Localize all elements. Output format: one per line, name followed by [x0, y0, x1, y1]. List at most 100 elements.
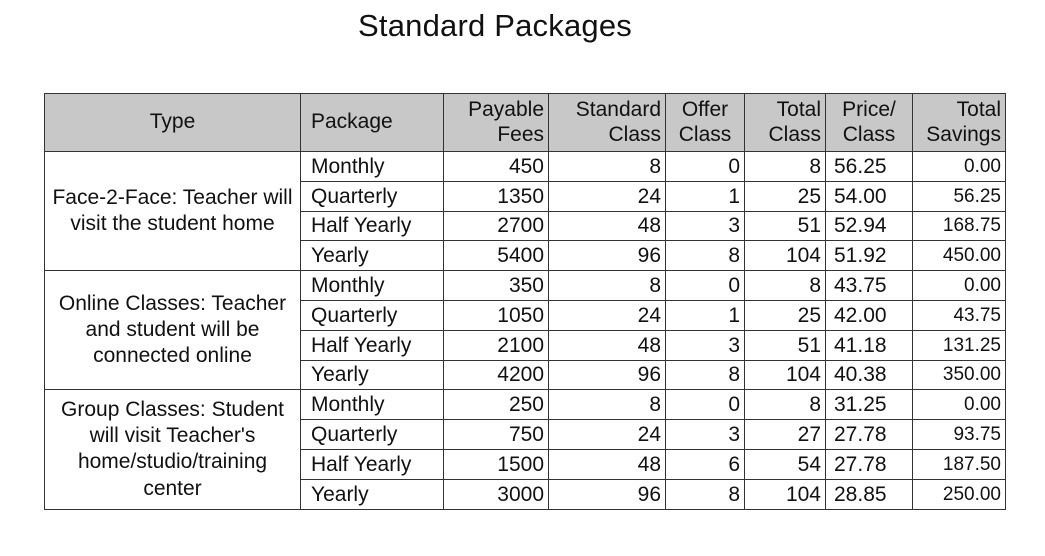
total-savings-cell: 450.00 — [912, 240, 1006, 272]
total-savings-cell: 168.75 — [912, 210, 1006, 242]
payable-fees-cell: 450 — [443, 151, 549, 182]
header-payable-fees: Payable Fees — [443, 93, 549, 152]
standard-class-cell: 96 — [548, 240, 666, 272]
package-cell: Yearly — [300, 478, 444, 510]
total-savings-cell: 56.25 — [912, 180, 1006, 212]
type-cell: Online Classes: Teacher and student will… — [44, 270, 301, 391]
offer-class-cell: 6 — [665, 448, 745, 480]
price-per-class-cell: 40.38 — [825, 359, 913, 391]
header-package: Package — [300, 93, 444, 152]
table-row: Face-2-Face: Teacher will visit the stud… — [44, 150, 1006, 272]
total-class-cell: 51 — [744, 210, 826, 242]
payable-fees-cell: 1500 — [443, 448, 549, 480]
payable-fees-cell: 350 — [443, 270, 549, 301]
table-row: Half Yearly 2700 48 3 51 52.94 168.75 — [45, 210, 1006, 242]
price-per-class-cell: 41.18 — [825, 329, 913, 361]
package-cell: Quarterly — [300, 180, 444, 212]
payable-fees-cell: 3000 — [443, 478, 549, 510]
payable-fees-cell: 1350 — [443, 180, 549, 212]
total-class-cell: 104 — [744, 478, 826, 510]
offer-class-cell: 3 — [665, 210, 745, 242]
payable-fees-cell: 5400 — [443, 240, 549, 272]
standard-class-cell: 24 — [548, 419, 666, 450]
header-total-savings: Total Savings — [912, 93, 1006, 152]
payable-fees-cell: 2100 — [443, 329, 549, 361]
total-class-cell: 25 — [744, 299, 826, 331]
package-cell: Monthly — [300, 151, 444, 182]
price-per-class-cell: 43.75 — [825, 270, 913, 301]
standard-class-cell: 96 — [548, 478, 666, 510]
total-class-cell: 54 — [744, 448, 826, 480]
price-per-class-cell: 31.25 — [825, 389, 913, 421]
price-per-class-cell: 42.00 — [825, 299, 913, 331]
standard-class-cell: 48 — [548, 448, 666, 480]
offer-class-cell: 3 — [665, 419, 745, 450]
total-savings-cell: 0.00 — [912, 270, 1006, 301]
standard-class-cell: 24 — [548, 299, 666, 331]
total-class-cell: 8 — [744, 151, 826, 182]
table-row: Group Classes: Student will visit Teache… — [44, 389, 1006, 510]
total-savings-cell: 0.00 — [912, 389, 1006, 421]
total-savings-cell: 43.75 — [912, 299, 1006, 331]
page-title: Standard Packages — [358, 8, 632, 43]
price-per-class-cell: 51.92 — [825, 240, 913, 272]
package-cell: Quarterly — [300, 299, 444, 331]
package-cell: Half Yearly — [300, 329, 444, 361]
table-row: Yearly 5400 96 8 104 51.92 450.00 — [45, 240, 1006, 272]
header-standard-class: Standard Class — [548, 93, 666, 152]
package-cell: Yearly — [300, 240, 444, 272]
table-row: Online Classes: Teacher and student will… — [44, 270, 1006, 391]
standard-class-cell: 8 — [548, 270, 666, 301]
table-row: Half Yearly 2100 48 3 51 41.18 131.25 — [45, 329, 1006, 361]
header-offer-class: Offer Class — [665, 93, 745, 152]
payable-fees-cell: 250 — [443, 389, 549, 421]
total-class-cell: 27 — [744, 419, 826, 450]
standard-class-cell: 8 — [548, 151, 666, 182]
offer-class-cell: 1 — [665, 299, 745, 331]
package-cell: Half Yearly — [300, 210, 444, 242]
standard-class-cell: 48 — [548, 329, 666, 361]
total-savings-cell: 187.50 — [912, 448, 1006, 480]
standard-class-cell: 24 — [548, 180, 666, 212]
standard-class-cell: 48 — [548, 210, 666, 242]
payable-fees-cell: 1050 — [443, 299, 549, 331]
table-row: Yearly 4200 96 8 104 40.38 350.00 — [45, 359, 1006, 391]
table-row: Quarterly 1350 24 1 25 54.00 56.25 — [45, 180, 1006, 212]
table-header-row: Type Package Payable Fees Standard Class O… — [44, 93, 1006, 152]
standard-class-cell: 8 — [548, 389, 666, 421]
offer-class-cell: 8 — [665, 478, 745, 510]
total-class-cell: 25 — [744, 180, 826, 212]
price-per-class-cell: 27.78 — [825, 448, 913, 480]
price-per-class-cell: 27.78 — [825, 419, 913, 450]
total-class-cell: 8 — [744, 389, 826, 421]
total-savings-cell: 131.25 — [912, 329, 1006, 361]
package-cell: Quarterly — [300, 419, 444, 450]
total-class-cell: 104 — [744, 359, 826, 391]
table-row: Quarterly 1050 24 1 25 42.00 43.75 — [45, 299, 1006, 331]
package-cell: Monthly — [300, 389, 444, 421]
packages-table: Type Package Payable Fees Standard Class O… — [44, 93, 1006, 510]
package-cell: Monthly — [300, 270, 444, 301]
total-savings-cell: 0.00 — [912, 151, 1006, 182]
table-row: Half Yearly 1500 48 6 54 27.78 187.50 — [45, 448, 1006, 480]
offer-class-cell: 1 — [665, 180, 745, 212]
type-cell: Face-2-Face: Teacher will visit the stud… — [44, 150, 301, 272]
payable-fees-cell: 750 — [443, 419, 549, 450]
offer-class-cell: 0 — [665, 151, 745, 182]
total-savings-cell: 250.00 — [912, 478, 1006, 510]
table-row: Yearly 3000 96 8 104 28.85 250.00 — [45, 478, 1006, 510]
header-total-class: Total Class — [744, 93, 826, 152]
offer-class-cell: 0 — [665, 270, 745, 301]
total-savings-cell: 93.75 — [912, 419, 1006, 450]
standard-class-cell: 96 — [548, 359, 666, 391]
total-class-cell: 8 — [744, 270, 826, 301]
price-per-class-cell: 54.00 — [825, 180, 913, 212]
total-savings-cell: 350.00 — [912, 359, 1006, 391]
total-class-cell: 51 — [744, 329, 826, 361]
header-price-per-class: Price/Class — [825, 93, 913, 152]
offer-class-cell: 0 — [665, 389, 745, 421]
total-class-cell: 104 — [744, 240, 826, 272]
offer-class-cell: 8 — [665, 240, 745, 272]
price-per-class-cell: 28.85 — [825, 478, 913, 510]
offer-class-cell: 8 — [665, 359, 745, 391]
